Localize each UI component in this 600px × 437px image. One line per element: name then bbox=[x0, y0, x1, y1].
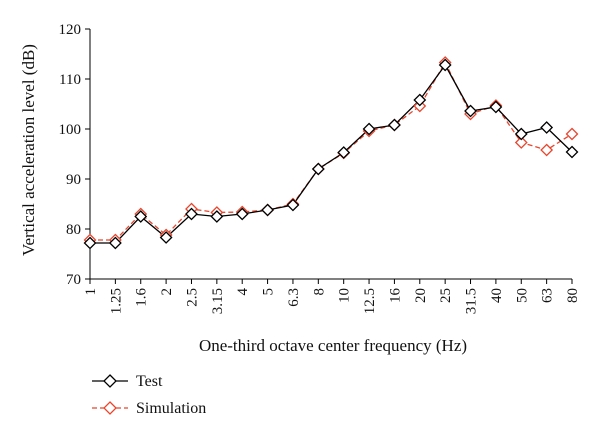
plot-area bbox=[83, 29, 579, 280]
point-test bbox=[261, 203, 274, 217]
x-tick-label: 16 bbox=[387, 288, 403, 304]
y-axis-ticks: 70 80 90 100 110 120 bbox=[59, 22, 90, 288]
x-tick-label: 80 bbox=[565, 288, 581, 303]
point-simulation bbox=[540, 143, 554, 157]
series-line-simulation bbox=[90, 61, 573, 241]
series-line-test bbox=[90, 63, 573, 244]
point-test bbox=[413, 93, 427, 107]
x-tick-label: 63 bbox=[540, 288, 556, 303]
point-test bbox=[286, 198, 300, 212]
x-tick-label: 1 bbox=[83, 288, 99, 296]
point-test bbox=[337, 146, 351, 159]
legend-item-test: Test bbox=[92, 373, 163, 390]
y-tick-label: 100 bbox=[59, 122, 82, 138]
point-test bbox=[210, 210, 224, 223]
point-test bbox=[83, 236, 97, 250]
point-test bbox=[565, 145, 579, 159]
x-tick-label: 12.5 bbox=[362, 288, 378, 314]
point-test bbox=[159, 231, 173, 244]
y-tick-label: 120 bbox=[59, 22, 82, 38]
legend-item-simulation: Simulation bbox=[92, 400, 206, 417]
point-simulation bbox=[514, 136, 528, 149]
point-test bbox=[489, 100, 503, 114]
x-tick-label: 3.15 bbox=[210, 288, 226, 314]
point-test bbox=[311, 162, 325, 176]
x-tick-label: 1.6 bbox=[134, 288, 150, 307]
x-tick-label: 10 bbox=[337, 288, 353, 303]
point-test bbox=[185, 207, 198, 221]
y-tick-label: 70 bbox=[66, 272, 81, 288]
y-tick-label: 110 bbox=[59, 72, 81, 88]
x-tick-label: 4 bbox=[235, 288, 251, 296]
x-tick-label: 40 bbox=[489, 288, 505, 303]
y-axis-title: Vertical acceleration level (dB) bbox=[19, 44, 38, 256]
legend-marker-test bbox=[103, 374, 117, 388]
x-axis-title: One-third octave center frequency (Hz) bbox=[199, 336, 467, 355]
point-test bbox=[235, 207, 249, 221]
x-tick-label: 5 bbox=[261, 288, 277, 296]
point-test bbox=[540, 121, 554, 134]
x-tick-label: 1.25 bbox=[108, 288, 124, 314]
legend-label-simulation: Simulation bbox=[136, 400, 206, 417]
point-test bbox=[362, 122, 376, 136]
point-test bbox=[108, 236, 122, 250]
legend-marker-simulation bbox=[103, 401, 117, 415]
point-test bbox=[464, 104, 477, 118]
legend-label-test: Test bbox=[136, 373, 163, 390]
x-tick-label: 2.5 bbox=[184, 288, 200, 307]
x-tick-label: 2 bbox=[159, 288, 175, 296]
x-tick-label: 31.5 bbox=[464, 288, 480, 314]
point-test bbox=[438, 58, 452, 72]
x-tick-label: 25 bbox=[438, 288, 454, 303]
x-tick-label: 50 bbox=[514, 288, 530, 303]
point-test bbox=[134, 210, 148, 223]
legend: Test Simulation bbox=[92, 373, 206, 417]
y-tick-label: 80 bbox=[66, 222, 81, 238]
y-tick-label: 90 bbox=[66, 172, 81, 188]
x-tick-label: 8 bbox=[311, 288, 327, 296]
x-tick-label: 20 bbox=[413, 288, 429, 303]
point-test bbox=[388, 118, 401, 132]
x-tick-label: 6.3 bbox=[286, 288, 302, 307]
point-test bbox=[514, 127, 528, 141]
point-simulation bbox=[565, 127, 579, 141]
x-axis-ticks: 1 1.25 1.6 2 2.5 3.15 4 5 6.3 8 10 12.5 16 20 25 31.5 40… bbox=[83, 279, 581, 314]
